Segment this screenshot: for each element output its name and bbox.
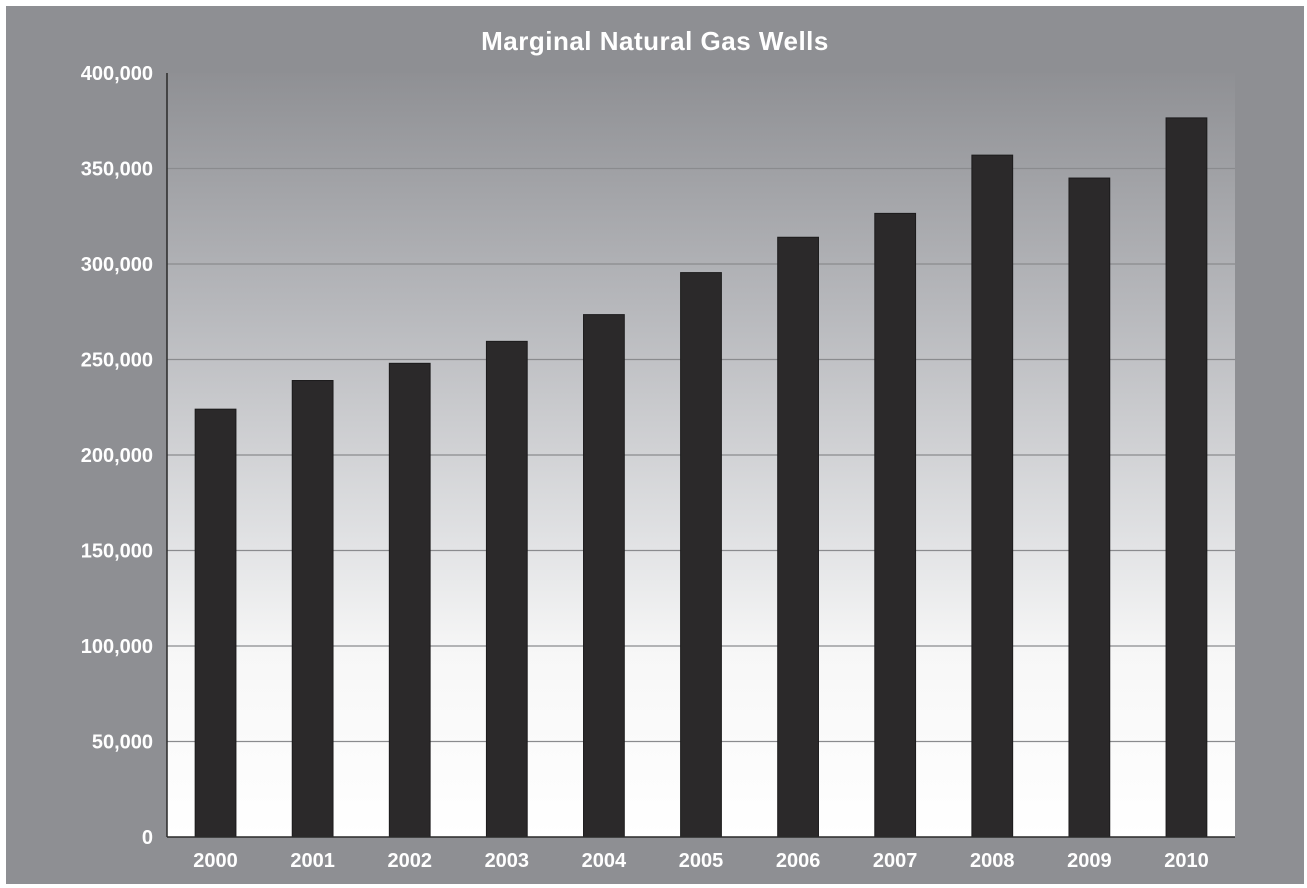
bar-chart: 0 50,000 100,000 150,000 200,000 250,000 300,0… [81,63,1235,872]
bar [194,408,237,838]
y-tick-label: 0 [142,827,153,849]
y-tick-label: 50,000 [92,732,153,754]
y-tick-label: 150,000 [81,541,153,563]
x-tick-label: 2004 [582,850,627,872]
x-tick-label: 2000 [193,850,238,872]
x-tick-label: 2001 [290,850,335,872]
y-tick-label: 250,000 [81,350,153,372]
x-tick-label: 2005 [679,850,724,872]
bar [1165,117,1208,838]
y-tick-label: 400,000 [81,63,153,85]
bar [388,362,431,838]
bar [680,272,722,838]
bar [874,212,917,838]
x-tick-label: 2010 [1164,850,1209,872]
x-tick-label: 2008 [970,850,1015,872]
y-tick-label: 300,000 [81,254,153,276]
chart-title: Marginal Natural Gas Wells [481,26,829,56]
y-tick-labels: 0 50,000 100,000 150,000 200,000 250,000 300,0… [81,63,153,849]
bar [583,314,625,838]
x-tick-labels: 2000 2001 2002 2003 2004 2005 2006 2007 2008 2009… [193,850,1208,872]
x-tick-label: 2003 [485,850,530,872]
bar [1068,177,1111,838]
x-tick-label: 2002 [387,850,432,872]
bar [971,154,1014,838]
bars [194,117,1208,838]
bar [485,340,528,838]
y-tick-label: 200,000 [81,445,153,467]
bar [291,380,334,838]
x-tick-label: 2006 [776,850,821,872]
chart-frame: Marginal Natural Gas Wells 0 50,000 100,00… [6,6,1304,884]
y-tick-label: 350,000 [81,159,153,181]
axes [166,73,1235,838]
x-tick-label: 2009 [1067,850,1112,872]
bar [777,236,819,838]
y-tick-label: 100,000 [81,636,153,658]
x-tick-label: 2007 [873,850,918,872]
